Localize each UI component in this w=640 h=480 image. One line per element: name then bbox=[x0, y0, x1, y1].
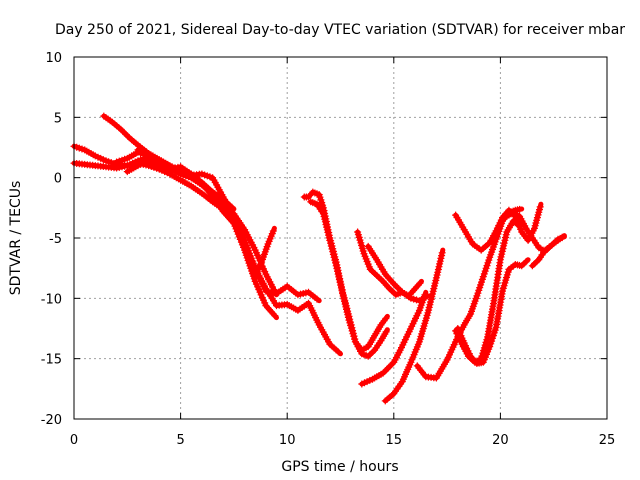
data-series bbox=[364, 242, 431, 305]
data-series bbox=[452, 201, 544, 254]
data-series bbox=[134, 146, 279, 321]
series-line bbox=[124, 158, 343, 357]
y-tick-label: 0 bbox=[54, 172, 62, 187]
data-series bbox=[354, 228, 424, 300]
data-series bbox=[358, 289, 429, 388]
y-tick-label: -20 bbox=[41, 413, 62, 428]
chart-title: Day 250 of 2021, Sidereal Day-to-day VTE… bbox=[55, 22, 625, 38]
series-markers bbox=[358, 291, 429, 388]
series-markers bbox=[354, 228, 424, 300]
y-tick-label: 5 bbox=[54, 111, 62, 126]
y-tick-label: -15 bbox=[41, 353, 62, 368]
x-tick-label: 0 bbox=[70, 433, 78, 448]
series-markers bbox=[251, 227, 277, 281]
series-markers bbox=[528, 233, 566, 270]
series-line bbox=[529, 233, 567, 269]
y-axis-label: SDTVAR / TECUs bbox=[8, 181, 24, 296]
series-markers bbox=[452, 217, 521, 366]
x-tick-label: 25 bbox=[599, 433, 616, 448]
series-markers bbox=[307, 198, 390, 360]
x-tick-label: 20 bbox=[492, 433, 509, 448]
data-series bbox=[300, 188, 390, 354]
series-markers bbox=[300, 188, 390, 354]
x-tick-label: 5 bbox=[176, 433, 184, 448]
y-tick-label: -10 bbox=[41, 292, 62, 307]
series-markers bbox=[123, 157, 342, 356]
data-series bbox=[528, 233, 567, 270]
series-markers bbox=[364, 242, 430, 305]
x-tick-label: 10 bbox=[279, 433, 296, 448]
data-series bbox=[123, 157, 343, 357]
data-series bbox=[251, 225, 277, 281]
data-series bbox=[307, 198, 390, 360]
y-tick-label: -5 bbox=[49, 232, 62, 247]
x-axis-label: GPS time / hours bbox=[281, 459, 398, 475]
axis-ticks: 0 5 10 15 20 25 -20 -15 -10 -5 0 5 10 bbox=[41, 51, 616, 448]
data-series bbox=[113, 148, 322, 304]
series-markers bbox=[113, 148, 321, 303]
series-group bbox=[70, 112, 567, 405]
series-markers bbox=[134, 146, 279, 320]
data-series bbox=[452, 217, 523, 366]
x-tick-label: 15 bbox=[386, 433, 403, 448]
series-line bbox=[114, 149, 322, 304]
y-tick-label: 10 bbox=[45, 51, 62, 66]
data-series bbox=[381, 247, 446, 405]
series-markers bbox=[381, 249, 446, 405]
series-markers bbox=[452, 203, 544, 254]
